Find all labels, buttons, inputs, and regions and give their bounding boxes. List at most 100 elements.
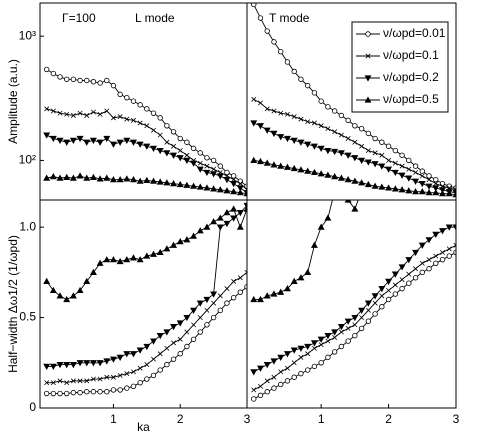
marker [110,387,117,393]
marker [96,360,104,367]
marker [76,286,84,294]
marker [358,179,366,186]
marker [433,176,439,183]
marker [43,277,51,284]
marker [352,139,358,145]
marker [244,269,247,275]
marker [413,266,419,272]
marker [204,307,210,313]
marker [345,117,351,124]
marker [365,318,372,324]
marker [445,224,453,231]
marker [89,137,97,144]
marker [344,176,352,183]
marker [203,169,211,177]
marker [164,139,170,145]
marker [297,274,305,281]
marker [291,114,297,120]
marker [237,289,244,295]
marker [43,363,51,371]
marker [57,378,63,384]
series-line [46,69,247,187]
marker [116,139,124,146]
marker [283,163,291,170]
marker [150,250,157,257]
marker [124,94,130,101]
marker [64,111,70,117]
marker [69,174,77,181]
y-axis-label: Amplitude (a.u.) [6,59,20,144]
marker [83,174,91,181]
marker [236,210,244,217]
marker [96,259,104,266]
marker [392,160,398,166]
marker [63,139,71,146]
marker [230,294,237,301]
marker [426,7,432,12]
marker [398,264,406,271]
marker [398,172,406,179]
marker [412,188,420,195]
marker [365,31,371,37]
marker [110,374,116,380]
marker [358,325,365,332]
marker [210,171,218,178]
marker [365,307,371,313]
marker [97,80,103,86]
plot-area [43,66,247,197]
marker [425,183,433,190]
marker [398,186,406,193]
marker [190,307,198,314]
marker [216,186,224,193]
marker [204,322,210,328]
series-line [46,271,247,384]
marker [337,324,345,331]
legend-marker [365,31,371,37]
marker [177,135,183,142]
marker [277,354,285,361]
marker [385,166,393,173]
marker [231,278,237,284]
marker [136,347,144,354]
marker [317,336,325,343]
marker [331,108,338,114]
annotation: T mode [269,11,310,25]
marker [123,175,131,182]
marker [305,119,311,125]
marker [338,132,344,138]
marker [197,150,203,156]
marker [297,139,305,146]
marker [345,136,351,142]
marker [251,387,257,393]
marker [183,314,191,322]
marker [251,96,257,102]
marker [190,182,198,189]
marker [164,361,170,368]
marker [352,322,358,328]
marker [56,361,64,369]
marker [426,173,432,179]
marker [413,169,419,175]
marker [311,363,318,370]
marker [419,269,425,276]
marker [386,287,392,293]
marker [84,112,90,118]
marker [197,315,203,321]
marker [130,176,137,183]
marker [331,349,338,355]
marker [197,329,203,335]
marker [297,345,305,352]
marker [317,145,325,152]
marker [177,351,183,357]
marker [150,110,157,116]
marker [453,249,456,256]
marker [263,127,271,134]
legend-label: ν/ωpd=0.01 [383,26,446,40]
marker [44,106,50,112]
marker [224,300,230,306]
marker [271,108,277,114]
marker [109,356,117,363]
marker [190,232,198,239]
marker [453,242,456,248]
